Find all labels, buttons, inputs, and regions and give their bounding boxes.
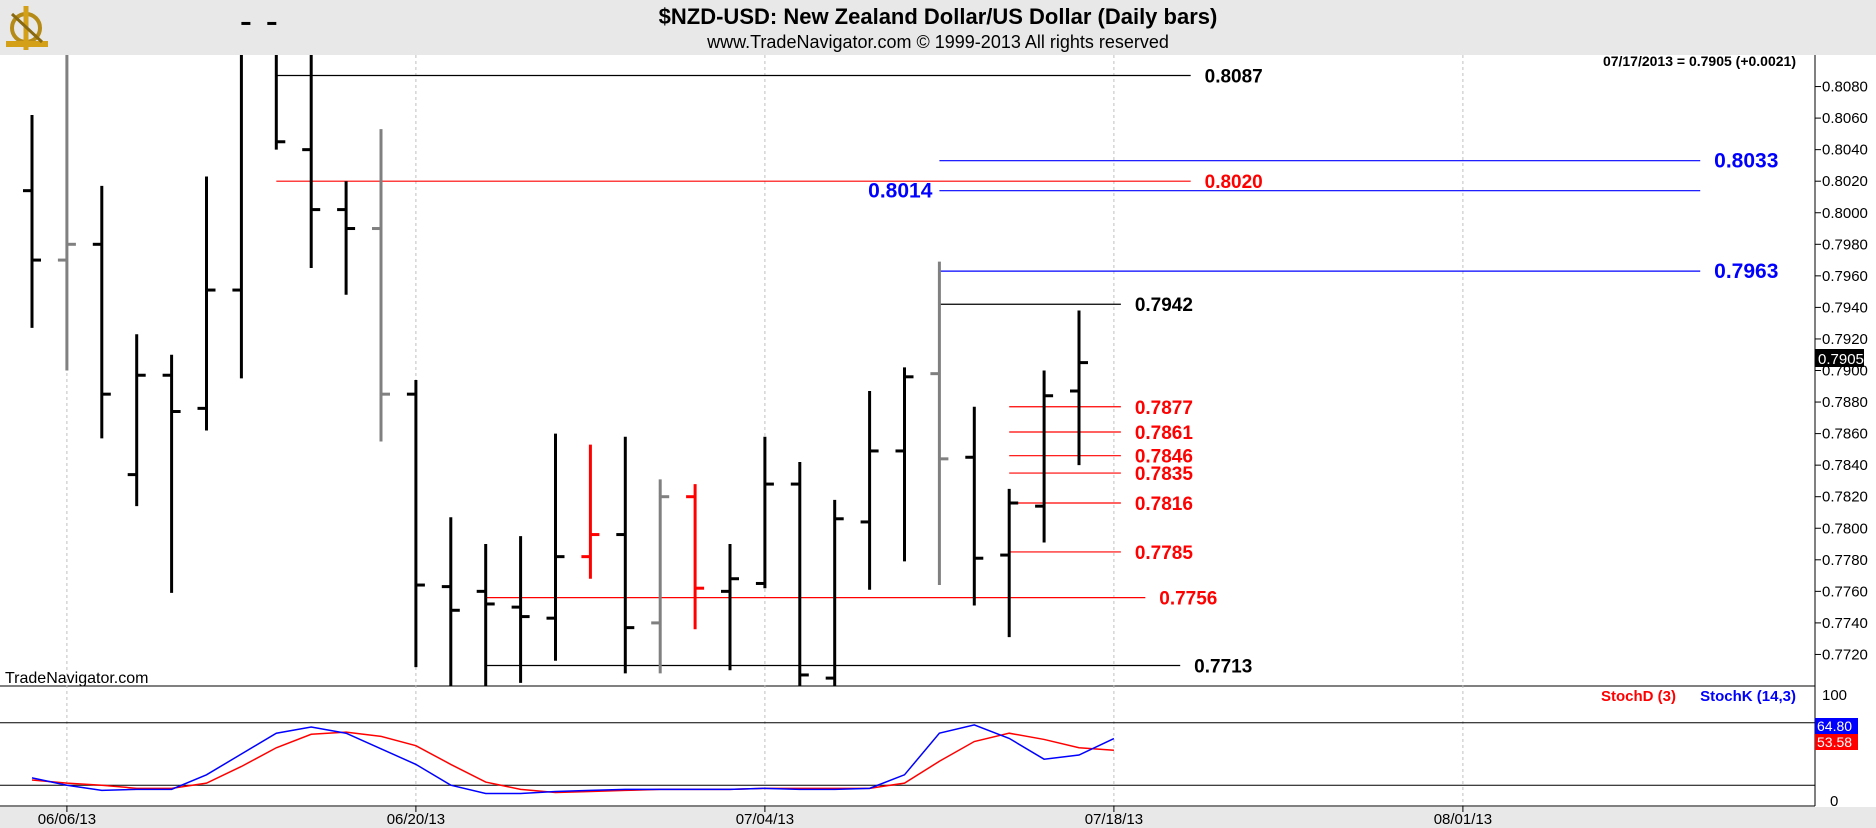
sextant-logo-icon — [6, 6, 48, 50]
stochd-last-label: 53.58 — [1817, 734, 1852, 750]
time-tick-label: 06/06/13 — [38, 811, 96, 828]
stochk-last-label: 64.80 — [1817, 718, 1852, 734]
time-tick-label: 07/18/13 — [1085, 811, 1143, 828]
price-panel — [0, 55, 1815, 685]
level-label: 0.7785 — [1135, 543, 1194, 564]
price-tick-label: 0.7840 — [1822, 457, 1868, 474]
price-tick-label: 0.7940 — [1822, 299, 1868, 316]
ohlc-bar — [1070, 310, 1088, 466]
level-label: 0.8014 — [868, 180, 933, 203]
price-tick-label: 0.8060 — [1822, 110, 1868, 127]
price-tick-label: 0.8020 — [1822, 173, 1868, 190]
last-price-label: 0.7905 — [1818, 351, 1864, 368]
stoch-axis-0: 0 — [1830, 793, 1838, 810]
price-tick-label: 0.7860 — [1822, 426, 1868, 443]
ohlc-bar — [930, 261, 949, 586]
price-tick-label: 0.7820 — [1822, 489, 1868, 506]
level-label: 0.7963 — [1714, 260, 1778, 283]
ohlc-bar — [476, 544, 495, 686]
level-label: 0.8087 — [1205, 67, 1263, 88]
stochd-legend: StochD (3) — [1601, 688, 1676, 705]
ohlc-bar — [23, 114, 41, 328]
level-label: 0.8020 — [1205, 172, 1263, 193]
last-quote-text: 07/17/2013 = 0.7905 (+0.0021) — [1603, 53, 1796, 69]
level-label: 0.7835 — [1135, 464, 1194, 485]
grid-lines — [66, 55, 1464, 806]
ohlc-bar — [57, 55, 76, 371]
chart-title: $NZD-USD: New Zealand Dollar/US Dollar (… — [659, 4, 1218, 29]
time-axis-background — [0, 807, 1876, 828]
ohlc-bar — [162, 354, 181, 593]
ohlc-bar — [92, 185, 111, 439]
ohlc-bar — [616, 436, 635, 674]
price-tick-label: 0.8040 — [1822, 142, 1868, 159]
stochd-last-box — [1815, 734, 1858, 750]
stochd-line — [31, 731, 1114, 794]
ohlc-bar — [755, 436, 774, 589]
time-tick-label: 07/04/13 — [736, 811, 794, 828]
level-label: 0.7877 — [1135, 398, 1193, 419]
level-label: 0.7713 — [1194, 656, 1252, 677]
ohlc-bar — [232, 21, 251, 379]
price-tick-label: 0.7780 — [1822, 552, 1868, 569]
stochk-last-box — [1815, 718, 1858, 734]
stochk-legend: StochK (14,3) — [1700, 688, 1796, 705]
ohlc-bar — [127, 334, 146, 507]
stochastic-panel — [0, 722, 1815, 795]
price-tick-label: 0.7760 — [1822, 583, 1868, 600]
level-label: 0.8033 — [1714, 150, 1778, 173]
time-tick-label: 08/01/13 — [1434, 811, 1492, 828]
ohlc-bar — [546, 433, 565, 661]
ohlc-bar — [686, 484, 705, 630]
last-price-box — [1815, 349, 1864, 367]
chart-subtitle: www.TradeNavigator.com © 1999-2013 All r… — [706, 32, 1169, 52]
ohlc-bar — [790, 461, 809, 686]
stoch-axis-100: 100 — [1822, 687, 1847, 704]
price-tick-label: 0.7880 — [1822, 394, 1868, 411]
price-tick-label: 0.8000 — [1822, 205, 1868, 222]
ohlc-bar — [197, 176, 216, 431]
ohlc-bar — [337, 181, 356, 295]
price-tick-label: 0.7960 — [1822, 268, 1868, 285]
level-label: 0.7846 — [1135, 447, 1193, 468]
ohlc-bar — [372, 129, 390, 442]
ohlc-bars — [23, 21, 1088, 686]
ohlc-bar — [965, 406, 984, 606]
ohlc-bar — [511, 536, 530, 683]
price-axis: 0.7720 0.7740 0.7760 0.7780 0.7800 0.7820 0.78… — [1815, 79, 1868, 663]
watermark-text: TradeNavigator.com — [5, 670, 148, 687]
price-tick-label: 0.7920 — [1822, 331, 1868, 348]
ohlc-bar — [581, 444, 600, 579]
time-tick-label: 06/20/13 — [387, 811, 445, 828]
time-axis: 06/06/13 06/20/13 07/04/13 07/18/13 08/01/13 — [38, 806, 1492, 828]
header-background — [0, 0, 1876, 55]
ohlc-bar — [302, 55, 321, 268]
price-tick-label: 0.7720 — [1822, 646, 1868, 663]
support-resistance-levels: 0.8087 0.8033 0.8020 0.8014 0.7963 0.7942 0.78… — [276, 67, 1778, 677]
ohlc-bar — [721, 544, 739, 671]
level-label: 0.7756 — [1159, 589, 1217, 610]
stochk-line — [31, 724, 1115, 795]
level-label: 0.7942 — [1135, 295, 1193, 316]
ohlc-bar — [1000, 488, 1019, 638]
price-tick-label: 0.8080 — [1822, 79, 1868, 96]
ohlc-bar — [1035, 370, 1054, 543]
level-label: 0.7861 — [1135, 423, 1194, 444]
ohlc-bar — [895, 367, 914, 562]
price-tick-label: 0.7800 — [1822, 520, 1868, 537]
price-tick-label: 0.7740 — [1822, 615, 1868, 632]
price-tick-label: 0.7980 — [1822, 236, 1868, 253]
ohlc-bar — [860, 391, 879, 590]
level-label: 0.7816 — [1135, 494, 1193, 515]
ohlc-bar — [651, 479, 670, 674]
ohlc-bar — [825, 499, 844, 686]
ohlc-bar — [267, 21, 286, 150]
ohlc-bar — [406, 379, 425, 668]
ohlc-bar — [441, 517, 460, 686]
